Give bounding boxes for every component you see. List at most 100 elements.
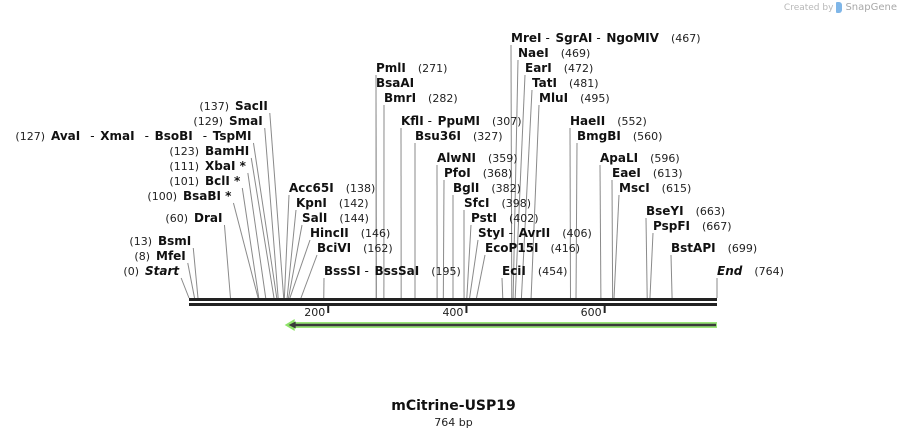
enzyme-name[interactable]: HincII <box>310 226 349 240</box>
enzyme-name[interactable]: SalI <box>302 211 327 225</box>
enzyme-name[interactable]: AvaI <box>51 129 80 143</box>
enzyme-name[interactable]: PmlI <box>376 61 406 75</box>
enzyme-name[interactable]: TspMI <box>213 129 252 143</box>
enzyme-name[interactable]: EciI <box>502 264 526 278</box>
enzyme-name[interactable]: BssSaI <box>375 264 420 278</box>
enzyme-site[interactable]: (13) BsmI <box>129 234 191 248</box>
enzyme-name[interactable]: DraI <box>194 211 222 225</box>
enzyme-name[interactable]: XbaI * <box>205 159 247 173</box>
enzyme-site[interactable]: (129) SmaI <box>193 114 262 128</box>
enzyme-site[interactable]: KpnI (142) <box>296 196 369 210</box>
enzyme-name[interactable]: BseYI <box>646 204 684 218</box>
enzyme-site[interactable]: EciI (454) <box>502 264 567 278</box>
enzyme-site[interactable]: KflI - PpuMI (307) <box>401 114 522 128</box>
enzyme-site[interactable]: BsaAI <box>376 76 414 90</box>
enzyme-name[interactable]: StyI <box>478 226 505 240</box>
enzyme-name[interactable]: MfeI <box>156 249 186 263</box>
enzyme-site[interactable]: NaeI (469) <box>518 46 590 60</box>
enzyme-name[interactable]: SmaI <box>229 114 263 128</box>
leader-line <box>476 254 486 299</box>
enzyme-name[interactable]: EarI <box>525 61 552 75</box>
enzyme-name[interactable]: AvrII <box>519 226 551 240</box>
site-position: (137) <box>199 100 229 113</box>
enzyme-name[interactable]: BclI * <box>205 174 241 188</box>
enzyme-name[interactable]: BsoBI <box>155 129 193 143</box>
enzyme-site[interactable]: BstAPI (699) <box>671 241 757 255</box>
enzyme-name[interactable]: Start <box>145 264 180 278</box>
enzyme-name[interactable]: SfcI <box>464 196 489 210</box>
enzyme-name[interactable]: BmgBI <box>577 129 621 143</box>
enzyme-name[interactable]: EcoP15I <box>485 241 539 255</box>
enzyme-site[interactable]: BssSI - BssSaI (195) <box>324 264 461 278</box>
enzyme-name[interactable]: TatI <box>532 76 557 90</box>
enzyme-site[interactable]: ApaLI (596) <box>600 151 680 165</box>
enzyme-name[interactable]: BsmI <box>158 234 191 248</box>
enzyme-site[interactable]: PstI (402) <box>471 211 539 225</box>
enzyme-name[interactable]: HaeII <box>570 114 605 128</box>
enzyme-name[interactable]: BmrI <box>384 91 416 105</box>
enzyme-name[interactable]: BciVI <box>317 241 351 255</box>
enzyme-name[interactable]: KflI <box>401 114 424 128</box>
enzyme-site[interactable]: BseYI (663) <box>646 204 725 218</box>
enzyme-name[interactable]: End <box>717 264 743 278</box>
enzyme-site[interactable]: StyI - AvrII (406) <box>478 226 592 240</box>
enzyme-name[interactable]: BstAPI <box>671 241 716 255</box>
enzyme-name[interactable]: PstI <box>471 211 497 225</box>
enzyme-site[interactable]: BglI (382) <box>453 181 521 195</box>
leader-line <box>670 254 673 299</box>
enzyme-name[interactable]: NgoMIV <box>606 31 659 45</box>
enzyme-site[interactable]: End (764) <box>717 264 784 278</box>
enzyme-site[interactable]: SalI (144) <box>302 211 369 225</box>
enzyme-name[interactable]: KpnI <box>296 196 327 210</box>
enzyme-site[interactable]: EcoP15I (416) <box>485 241 580 255</box>
enzyme-site[interactable]: PfoI (368) <box>444 166 512 180</box>
enzyme-name[interactable]: BsaBI * <box>183 189 232 203</box>
enzyme-site[interactable]: EaeI (613) <box>612 166 683 180</box>
enzyme-name[interactable]: BamHI <box>205 144 249 158</box>
enzyme-name[interactable]: BglI <box>453 181 479 195</box>
enzyme-site[interactable]: HincII (146) <box>310 226 390 240</box>
enzyme-site[interactable]: (100) BsaBI * <box>147 189 232 203</box>
enzyme-name[interactable]: EaeI <box>612 166 641 180</box>
enzyme-site[interactable]: MreI - SgrAI - NgoMIV (467) <box>511 31 701 45</box>
enzyme-site[interactable]: EarI (472) <box>525 61 593 75</box>
enzyme-site[interactable]: AlwNI (359) <box>437 151 518 165</box>
enzyme-site[interactable]: (137) SacII <box>199 99 267 113</box>
enzyme-site[interactable]: (127) AvaI - XmaI - BsoBI - TspMI <box>15 129 251 143</box>
enzyme-site[interactable]: SfcI (398) <box>464 196 531 210</box>
enzyme-site[interactable]: BmrI (282) <box>384 91 458 105</box>
enzyme-name[interactable]: PfoI <box>444 166 471 180</box>
enzyme-site[interactable]: Acc65I (138) <box>289 181 375 195</box>
enzyme-site[interactable]: (111) XbaI * <box>169 159 246 173</box>
enzyme-site[interactable]: (0) Start <box>123 264 180 278</box>
enzyme-site[interactable]: (123) BamHI <box>169 144 249 158</box>
enzyme-name[interactable]: PspFI <box>653 219 690 233</box>
enzyme-name[interactable]: SgrAI <box>555 31 592 45</box>
enzyme-name[interactable]: MluI <box>539 91 568 105</box>
enzyme-name[interactable]: NaeI <box>518 46 549 60</box>
enzyme-name[interactable]: Bsu36I <box>415 129 461 143</box>
enzyme-site[interactable]: TatI (481) <box>532 76 599 90</box>
enzyme-site[interactable]: (60) DraI <box>165 211 222 225</box>
enzyme-name[interactable]: ApaLI <box>600 151 638 165</box>
enzyme-name[interactable]: BsaAI <box>376 76 414 90</box>
enzyme-site[interactable]: BmgBI (560) <box>577 129 662 143</box>
enzyme-name[interactable]: XmaI <box>100 129 134 143</box>
enzyme-name[interactable]: SacII <box>235 99 268 113</box>
enzyme-site[interactable]: HaeII (552) <box>570 114 647 128</box>
enzyme-name[interactable]: MreI <box>511 31 541 45</box>
enzyme-site[interactable]: (101) BclI * <box>169 174 241 188</box>
enzyme-site[interactable]: Bsu36I (327) <box>415 129 503 143</box>
enzyme-site[interactable]: (8) MfeI <box>134 249 185 263</box>
enzyme-name[interactable]: PpuMI <box>438 114 480 128</box>
enzyme-name[interactable]: BssSI <box>324 264 361 278</box>
enzyme-site[interactable]: BciVI (162) <box>317 241 393 255</box>
enzyme-site[interactable]: MscI (615) <box>619 181 691 195</box>
enzyme-site[interactable]: PmlI (271) <box>376 61 447 75</box>
enzyme-site[interactable]: MluI (495) <box>539 91 610 105</box>
enzyme-name[interactable]: Acc65I <box>289 181 334 195</box>
enzyme-site[interactable]: PspFI (667) <box>653 219 732 233</box>
reverse-orf-arrow[interactable] <box>284 319 717 331</box>
enzyme-name[interactable]: MscI <box>619 181 650 195</box>
enzyme-name[interactable]: AlwNI <box>437 151 476 165</box>
